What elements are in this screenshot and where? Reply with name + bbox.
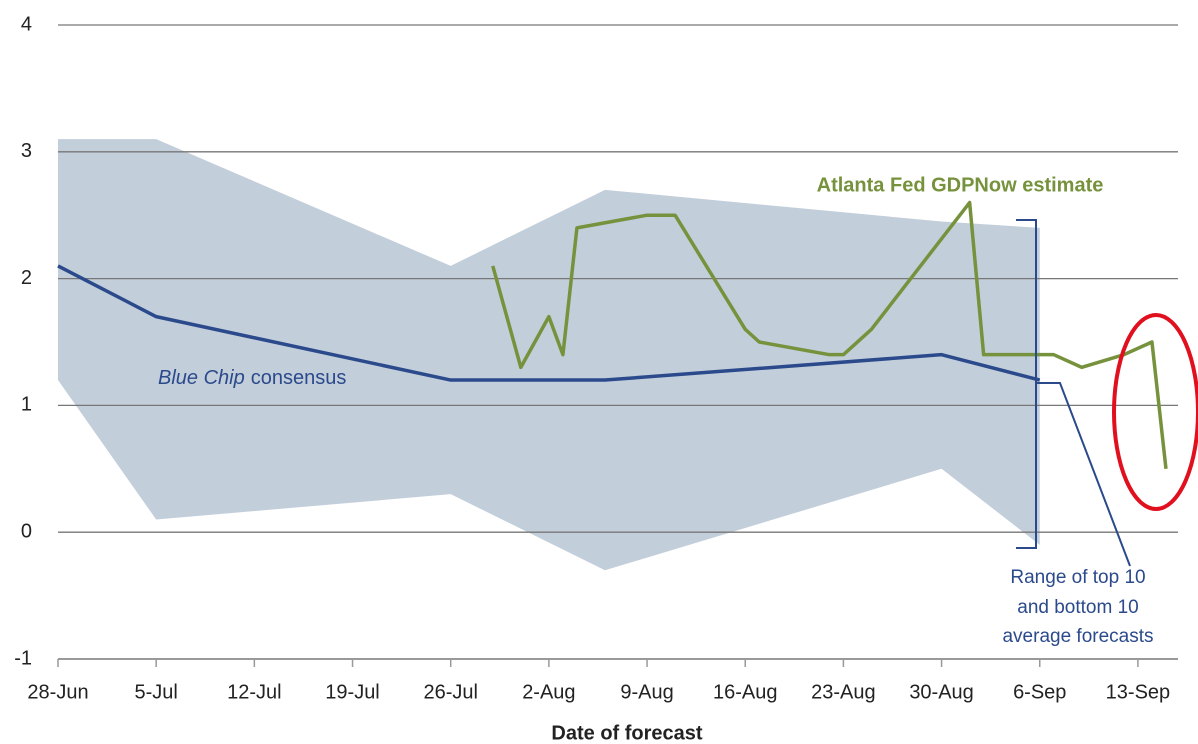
series-line (491, 200, 1168, 469)
x-tick-label: 19-Jul (325, 681, 379, 703)
bluechip-annotation: Blue Chip consensus (158, 367, 346, 389)
x-tick-label: 16-Aug (713, 681, 778, 703)
x-tick-label: 6-Sep (1013, 681, 1066, 703)
x-tick-label: 5-Jul (134, 681, 177, 703)
range-band (58, 139, 1040, 571)
bluechip-rest: consensus (251, 367, 347, 389)
series-line (57, 264, 1041, 382)
y-tick-label: 1 (21, 394, 32, 416)
y-tick-label: 4 (21, 13, 32, 35)
x-tick-label: 28-Jun (27, 681, 88, 703)
x-tick-label: 12-Jul (227, 681, 281, 703)
range-annotation: Range of top 10 (1010, 567, 1145, 588)
x-tick-label: 30-Aug (909, 681, 974, 703)
y-tick-label: 3 (21, 140, 32, 162)
range-bracket (1016, 219, 1131, 567)
bluechip-italic: Blue Chip (158, 367, 245, 389)
x-axis-label: Date of forecast (551, 722, 702, 744)
y-tick-label: -1 (14, 647, 32, 669)
line-layer (57, 200, 1168, 469)
range-annotation: and bottom 10 (1017, 597, 1138, 618)
x-tick-label: 23-Aug (811, 681, 876, 703)
x-tick-label: 2-Aug (522, 681, 575, 703)
highlight-ellipse (1112, 313, 1198, 511)
y-tick-label: 0 (21, 520, 32, 542)
x-tick-label: 26-Jul (423, 681, 477, 703)
x-tick-label: 9-Aug (620, 681, 673, 703)
x-tick-label: 13-Sep (1106, 681, 1171, 703)
gdpnow-annotation: Atlanta Fed GDPNow estimate (817, 174, 1104, 196)
y-tick-label: 2 (21, 267, 32, 289)
range-annotation: average forecasts (1002, 626, 1153, 647)
grid-layer: -1 0 1 2 3 4 28-Jun 5-Jul 12-Jul 19-Jul 26-Jul 2-Au… (14, 13, 1178, 703)
band-layer (58, 139, 1040, 571)
